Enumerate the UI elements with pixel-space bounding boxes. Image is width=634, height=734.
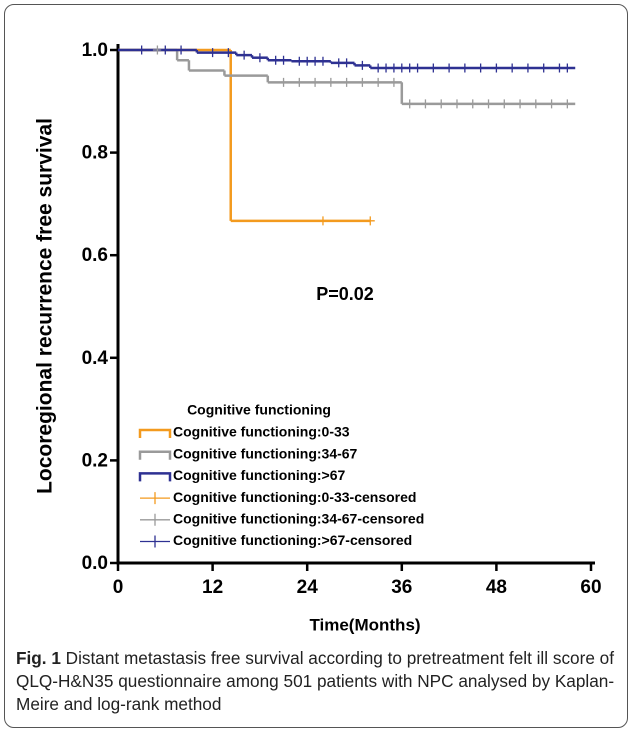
censor-mark [176,45,186,55]
legend-symbol [138,428,172,438]
x-tick-label: 0 [113,577,124,598]
y-tick-label: 0.4 [82,348,109,369]
censor-mark [160,45,170,55]
x-axis-label: Time(Months) [309,615,420,634]
censor-mark [539,63,549,73]
censor-mark [507,63,517,73]
legend-label: Cognitive functioning:0-33-censored [173,489,416,505]
legend-symbol [138,450,172,460]
figure-caption: Fig. 1 Distant metastasis free survival … [16,647,621,716]
censor-mark [381,63,391,73]
y-tick-label: 0.2 [82,450,108,471]
caption-label: Fig. 1 [16,648,61,668]
censor-mark [554,63,564,73]
censor-mark [279,55,289,65]
censor-mark [397,63,407,73]
censor-mark [420,99,430,109]
caption-text: Distant metastasis free survival accordi… [16,648,615,714]
censor-mark [444,63,454,73]
legend-symbol [138,472,172,482]
p-value-annotation: P=0.02 [316,284,374,304]
censor-mark [223,48,233,58]
chart: Time(Months) Locoregional recurrence fre… [34,40,602,634]
censor-mark [318,216,328,226]
censor-mark [460,63,470,73]
censor-mark [294,77,304,87]
censor-mark [531,99,541,109]
censor-mark [499,99,509,109]
censor-mark [279,77,289,87]
censor-mark [310,77,320,87]
legend-symbol [140,492,170,505]
y-tick-label: 0.6 [82,245,108,266]
x-tick-label: 24 [297,577,319,598]
censor-mark [208,48,218,58]
censor-mark [389,77,399,87]
censor-mark [515,99,525,109]
legend-title: Cognitive functioning [187,402,331,418]
legend-symbol [140,535,170,548]
censor-mark [334,58,344,68]
censor-mark [302,56,312,66]
y-axis-label: Locoregional recurrence free survival [34,118,57,494]
censor-mark [476,63,486,73]
censor-mark [562,99,572,109]
censor-mark [137,45,147,55]
censor-mark [271,55,281,65]
censor-mark [342,77,352,87]
censor-mark [405,63,415,73]
censor-mark [255,53,265,63]
legend-symbol [140,513,170,526]
x-tick-label: 48 [486,577,507,598]
censor-mark [428,63,438,73]
y-tick-label: 1.0 [82,40,108,61]
censor-mark [294,56,304,66]
censor-mark [365,216,375,226]
censor-mark [373,77,383,87]
censor-mark [318,56,328,66]
x-tick-label: 60 [580,577,601,598]
censor-mark [436,99,446,109]
censor-mark [357,60,367,70]
legend-label: Cognitive functioning:34-67-censored [173,511,424,527]
censor-mark [342,58,352,68]
x-tick-label: 12 [202,577,223,598]
censor-mark [405,99,415,109]
censor-mark [523,63,533,73]
censor-mark [484,99,494,109]
censor-mark [239,50,249,60]
censor-mark [547,99,557,109]
x-tick-label: 36 [391,577,412,598]
censor-mark [152,45,162,55]
censor-mark [468,99,478,109]
censor-mark [389,63,399,73]
censor-mark [326,77,336,87]
legend-label: Cognitive functioning:34-67 [173,445,358,461]
censor-mark [452,99,462,109]
censor-mark [357,77,367,87]
figure-frame [4,4,628,728]
censor-mark [491,63,501,73]
legend-label: Cognitive functioning:>67 [173,467,345,483]
censor-mark [310,56,320,66]
y-tick-label: 0.8 [82,143,108,164]
y-tick-label: 0.0 [82,553,108,574]
censor-mark [413,63,423,73]
legend-label: Cognitive functioning:>67-censored [173,532,412,548]
censor-mark [562,63,572,73]
legend-label: Cognitive functioning:0-33 [173,424,350,440]
censor-mark [373,63,383,73]
